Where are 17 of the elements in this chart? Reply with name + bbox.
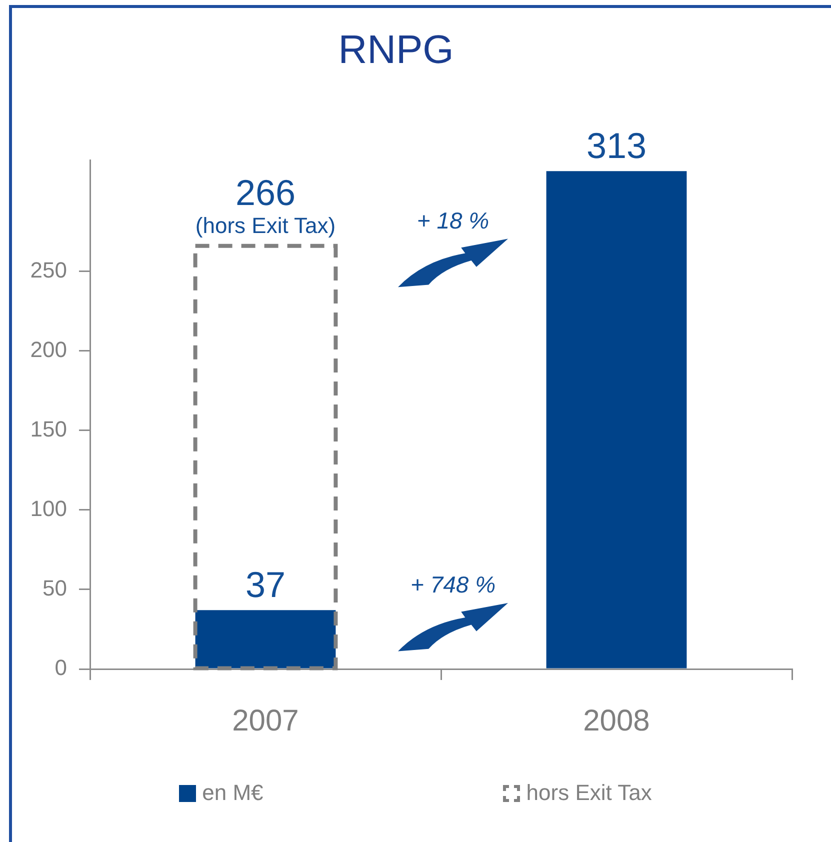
annotation: (hors Exit Tax) [195,212,336,238]
y-tick-label: 150 [30,416,67,442]
x-tick-label: 2007 [232,704,299,738]
y-tick-label: 0 [54,655,67,680]
annotation: + 748 % [410,572,496,598]
legend-label: en M€ [202,780,264,805]
annotation: + 18 % [416,207,490,234]
chart-title: RNPG [338,28,454,72]
y-tick-label: 200 [30,336,67,362]
y-tick-label: 50 [42,576,67,601]
data-label: 37 [245,564,286,606]
data-label: 313 [586,125,647,166]
y-tick-label: 100 [30,496,67,521]
y-tick-label: 250 [30,257,67,282]
x-tick-label: 2008 [583,704,650,738]
data-label: 266 [235,172,296,213]
legend-label: hors Exit Tax [526,780,652,805]
